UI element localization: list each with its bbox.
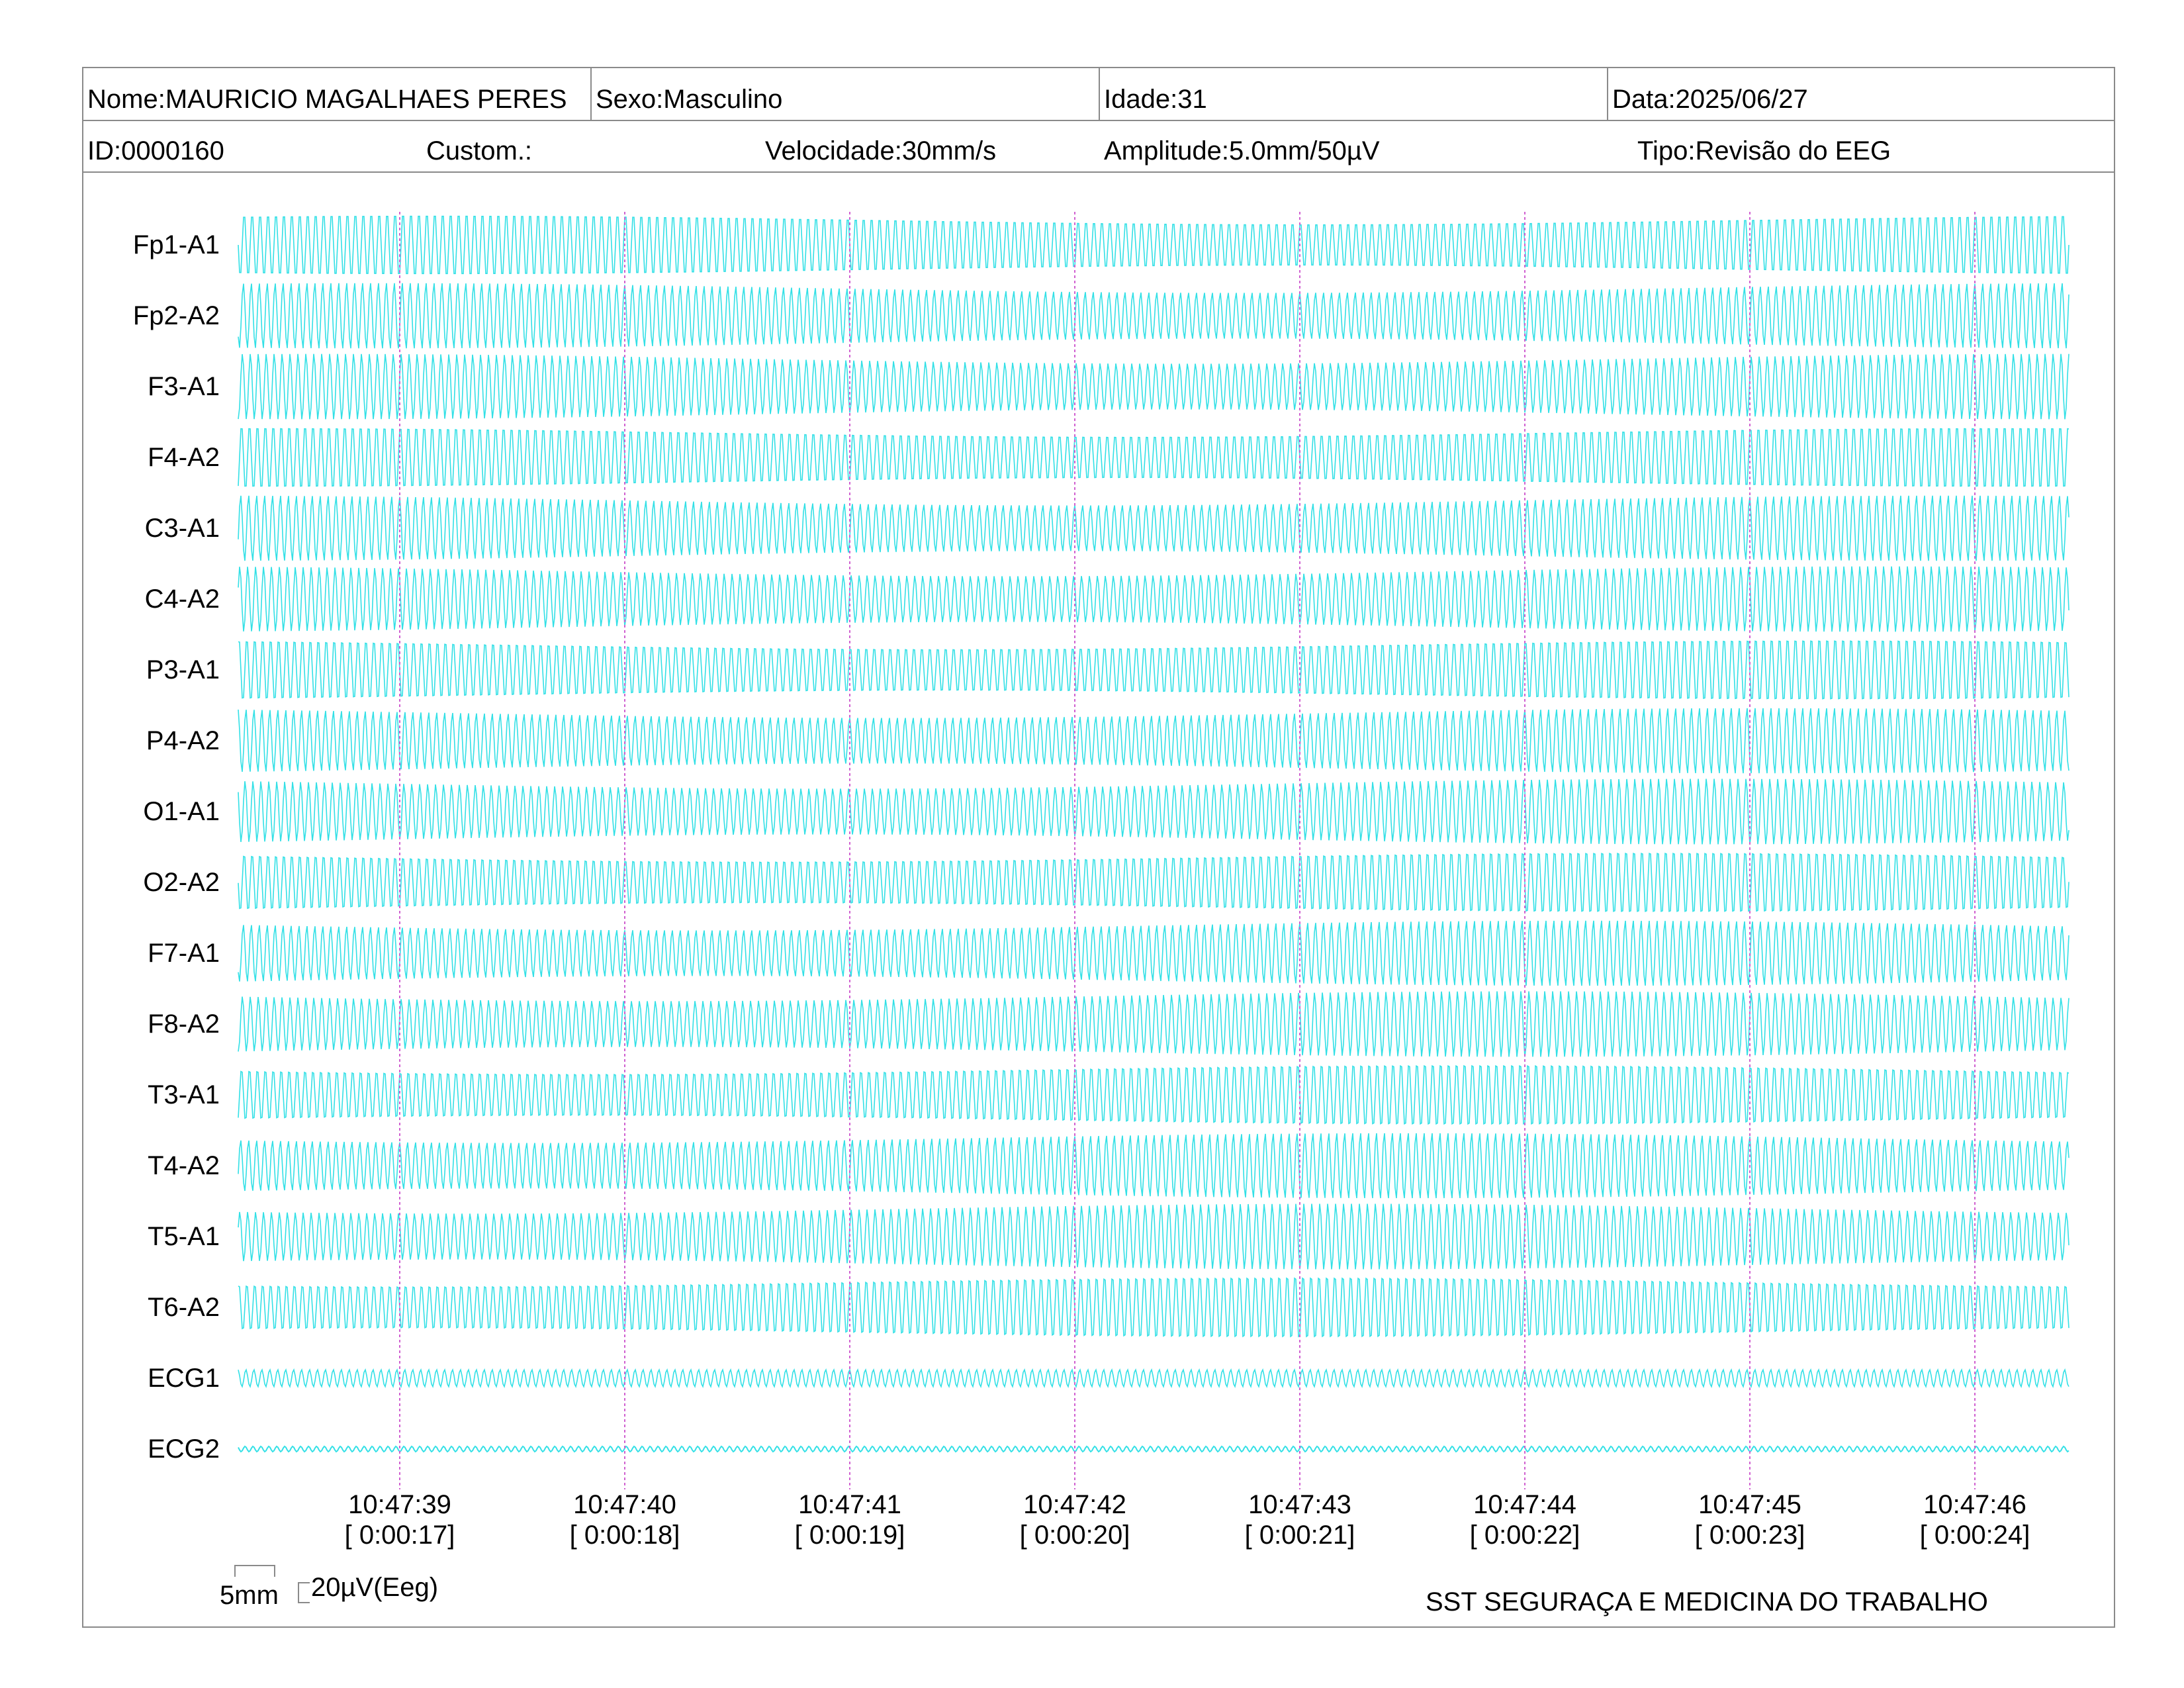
trace-t6-a2 [238, 1277, 2070, 1338]
time-tick: 10:47:41[ 0:00:19] [770, 1489, 929, 1550]
time-tick-clock: 10:47:45 [1698, 1490, 1801, 1519]
time-tick-elapsed: [ 0:00:19] [794, 1521, 905, 1550]
channel-label: P3-A1 [146, 655, 220, 684]
patient-sex: Sexo:Masculino [596, 85, 783, 114]
trace-p4-a2 [238, 708, 2070, 774]
channel-label: F7-A1 [148, 939, 220, 968]
time-tick: 10:47:40[ 0:00:18] [545, 1489, 704, 1550]
time-tick: 10:47:44[ 0:00:22] [1445, 1489, 1604, 1550]
scale-bar-icon [234, 1565, 275, 1577]
time-tick-clock: 10:47:41 [798, 1490, 901, 1519]
channel-label: Fp2-A2 [132, 301, 220, 330]
time-tick-clock: 10:47:46 [1923, 1490, 2026, 1519]
time-tick-elapsed: [ 0:00:20] [1019, 1521, 1130, 1550]
channel-label: F4-A2 [148, 443, 220, 472]
time-tick-clock: 10:47:44 [1473, 1490, 1576, 1519]
trace-t3-a1 [238, 1064, 2070, 1125]
time-tick: 10:47:43[ 0:00:21] [1220, 1489, 1379, 1550]
time-tick-clock: 10:47:42 [1023, 1490, 1126, 1519]
time-tick-elapsed: [ 0:00:17] [344, 1521, 455, 1550]
trace-o2-a2 [238, 853, 2070, 912]
amplitude-scale-label: 20µV(Eeg) [311, 1573, 439, 1602]
time-tick-clock: 10:47:43 [1248, 1490, 1351, 1519]
header-row-divider [82, 120, 2115, 121]
trace-fp2-a2 [238, 283, 2070, 349]
trace-f4-a2 [238, 428, 2070, 487]
paper-speed: Velocidade:30mm/s [765, 136, 997, 165]
time-tick: 10:47:45[ 0:00:23] [1670, 1489, 1829, 1550]
trace-f7-a1 [238, 920, 2070, 986]
channel-label: ECG2 [148, 1434, 220, 1464]
time-tick-clock: 10:47:39 [348, 1490, 451, 1519]
time-tick-elapsed: [ 0:00:21] [1244, 1521, 1355, 1550]
amplitude-scale-icon [298, 1582, 310, 1603]
channel-label: T4-A2 [148, 1151, 220, 1180]
header-cell-divider [590, 67, 592, 120]
trace-c3-a1 [238, 495, 2070, 561]
channel-label: O1-A1 [143, 797, 220, 826]
channel-label: C4-A2 [144, 585, 220, 614]
trace-t5-a1 [238, 1203, 2070, 1270]
header-cell-divider [1607, 67, 1608, 120]
exam-type: Tipo:Revisão do EEG [1637, 136, 1891, 165]
time-tick: 10:47:42[ 0:00:20] [995, 1489, 1154, 1550]
exam-date: Data:2025/06/27 [1612, 85, 1808, 114]
header-bottom-divider [82, 171, 2115, 173]
trace-f8-a2 [238, 991, 2070, 1057]
channel-label: Fp1-A1 [132, 230, 220, 259]
channel-label: T3-A1 [148, 1080, 220, 1109]
trace-ecg2 [238, 1445, 2070, 1453]
channel-label: C3-A1 [144, 514, 220, 543]
trace-ecg1 [238, 1368, 2070, 1389]
trace-p3-a1 [238, 640, 2070, 700]
channel-label: P4-A2 [146, 726, 220, 755]
amplitude-setting: Amplitude:5.0mm/50µV [1104, 136, 1380, 165]
channel-label: F3-A1 [148, 372, 220, 401]
trace-o1-a1 [238, 778, 2070, 845]
trace-t4-a2 [238, 1133, 2070, 1199]
time-tick-elapsed: [ 0:00:22] [1469, 1521, 1580, 1550]
time-tick-clock: 10:47:40 [573, 1490, 676, 1519]
channel-label: O2-A2 [143, 868, 220, 897]
organization-name: SST SEGURAÇA E MEDICINA DO TRABALHO [1426, 1587, 1988, 1617]
trace-fp1-a1 [238, 215, 2070, 275]
channel-label: T6-A2 [148, 1293, 220, 1322]
custom-field: Custom.: [426, 136, 533, 165]
patient-id: ID:0000160 [87, 136, 224, 165]
channel-label: ECG1 [148, 1364, 220, 1393]
header-cell-divider [1099, 67, 1100, 120]
time-tick-elapsed: [ 0:00:23] [1694, 1521, 1805, 1550]
patient-name: Nome:MAURICIO MAGALHAES PERES [87, 85, 567, 114]
channel-label: F8-A2 [148, 1009, 220, 1039]
patient-age: Idade:31 [1104, 85, 1207, 114]
time-tick-elapsed: [ 0:00:24] [1919, 1521, 2030, 1550]
time-tick-elapsed: [ 0:00:18] [569, 1521, 680, 1550]
channel-label: T5-A1 [148, 1222, 220, 1251]
trace-c4-a2 [238, 566, 2070, 632]
time-scale-label: 5mm [220, 1581, 279, 1610]
trace-f3-a1 [238, 353, 2070, 420]
time-tick: 10:47:46[ 0:00:24] [1895, 1489, 2054, 1550]
time-tick: 10:47:39[ 0:00:17] [320, 1489, 479, 1550]
